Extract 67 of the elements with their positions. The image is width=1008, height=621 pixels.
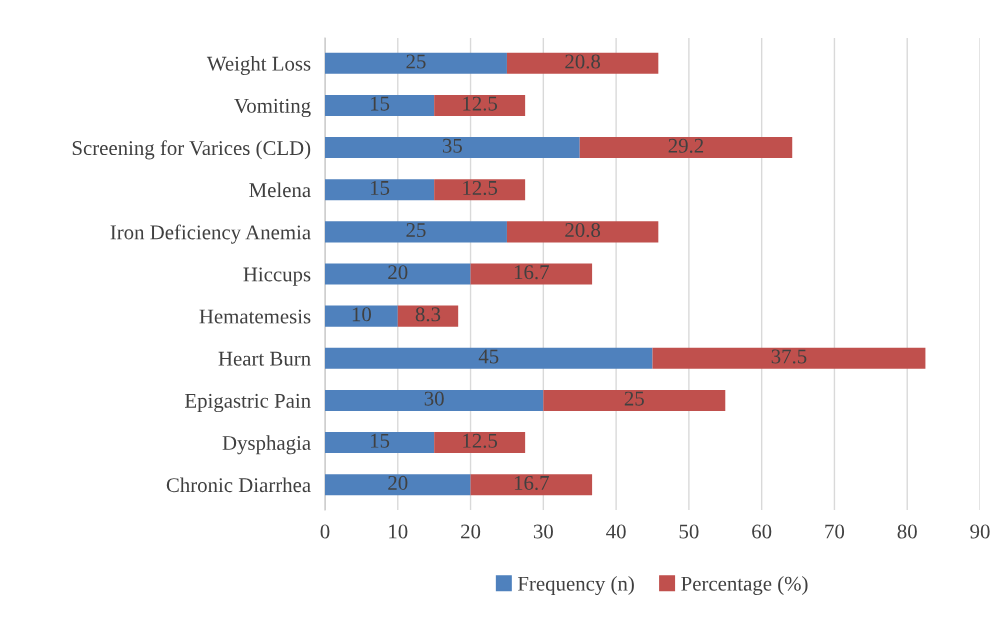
bar: [325, 94, 435, 116]
data-label: 15: [371, 433, 390, 448]
data-label: 15: [371, 96, 390, 111]
bar: [543, 389, 726, 411]
bar: [397, 305, 459, 327]
data-label: 20.8: [565, 54, 601, 69]
bar: [434, 94, 526, 116]
x-tick-label: 90: [970, 524, 990, 539]
data-label: 12.5: [463, 96, 498, 111]
data-label: 25: [624, 391, 644, 406]
bar: [325, 432, 435, 454]
bar: [434, 179, 526, 201]
x-tick-label: 80: [897, 524, 917, 539]
data-label: 45: [478, 349, 499, 364]
bar: [325, 305, 398, 327]
bar: [325, 179, 435, 201]
data-label: 30: [424, 391, 444, 406]
x-tick-label: 0: [320, 524, 330, 539]
legend-label: Percentage (%): [681, 576, 808, 596]
data-label: 35: [442, 138, 462, 153]
x-tick-label: 10: [389, 524, 408, 539]
y-tick-label: Epigastric Pain: [185, 393, 311, 413]
x-tick-label: 70: [825, 524, 845, 539]
data-label: 12.5: [463, 180, 498, 196]
bar: [325, 221, 507, 243]
x-tick-label: 30: [533, 524, 553, 539]
data-label: 8.3: [415, 307, 441, 322]
bar: [325, 389, 544, 411]
bar: [470, 263, 593, 285]
data-label: 10: [352, 307, 372, 322]
x-tick-label: 20: [461, 524, 481, 539]
data-label: 12.5: [463, 433, 498, 448]
legend-label: Frequency (n): [517, 576, 634, 596]
y-tick-label: Screening for Varices (CLD): [72, 140, 311, 160]
bar: [470, 474, 593, 496]
data-label: 20: [388, 265, 408, 280]
data-label: 20.8: [565, 223, 601, 238]
x-tick-label: 60: [752, 524, 772, 539]
bar: [506, 52, 659, 74]
y-tick-label: Melena: [249, 182, 311, 198]
bar: [434, 432, 526, 454]
data-label: 25: [406, 223, 426, 238]
bar: [579, 137, 793, 159]
bar: [325, 474, 471, 496]
data-label: 15: [371, 180, 390, 195]
bar: [325, 263, 471, 285]
bar: [325, 347, 653, 369]
bar: [325, 137, 580, 159]
data-label: 20: [388, 475, 408, 490]
data-label: 37.5: [771, 349, 807, 364]
data-label: 16.7: [514, 265, 549, 280]
x-tick-label: 40: [606, 524, 626, 539]
bar: [506, 221, 659, 243]
data-label: 29.2: [668, 138, 704, 153]
data-label: 25: [406, 54, 426, 69]
y-tick-label: Iron Deficiency Anemia: [110, 224, 311, 244]
y-tick-label: Chronic Diarrhea: [166, 477, 311, 493]
y-tick-label: Hematemesis: [199, 309, 311, 324]
y-tick-label: Hiccups: [243, 267, 311, 286]
bar: [325, 52, 507, 74]
y-tick-label: Vomiting: [234, 98, 311, 118]
y-tick-label: Heart Burn: [218, 351, 311, 366]
y-tick-label: Dysphagia: [222, 435, 311, 455]
data-label: 16.7: [514, 475, 549, 491]
x-tick-label: 50: [679, 524, 699, 539]
y-tick-label: Weight Loss: [206, 56, 311, 76]
bar: [652, 347, 926, 369]
